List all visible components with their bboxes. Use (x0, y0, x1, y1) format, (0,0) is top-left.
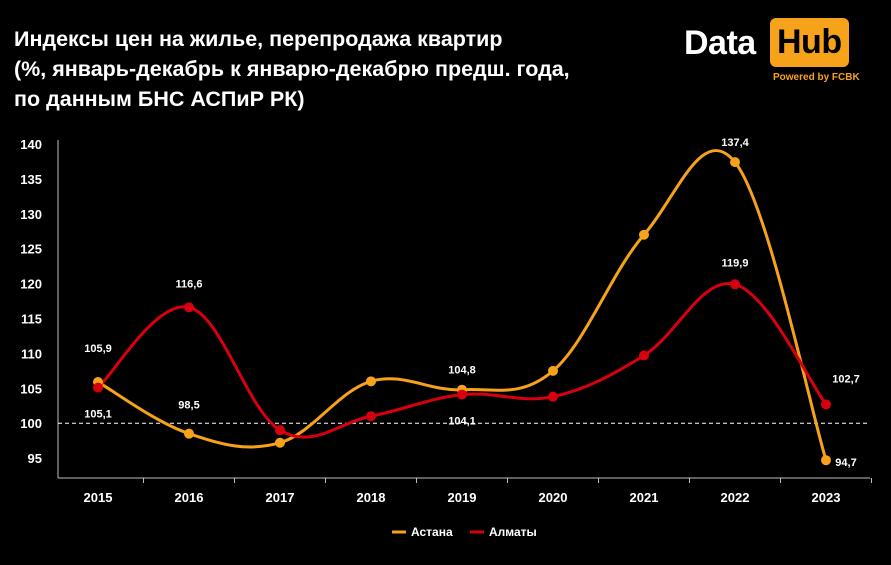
data-label-almaty: 102,7 (832, 373, 860, 385)
series-line-astana (97, 149, 828, 461)
datahub-logo: Data Hub Powered by FCBK (684, 18, 864, 88)
data-point-almaty (366, 411, 376, 422)
data-label-astana: 98,5 (178, 400, 199, 412)
y-tick-label: 100 (20, 416, 42, 431)
data-label-almaty: 104,1 (448, 416, 476, 428)
x-tick-label: 2015 (84, 490, 113, 505)
title-line-1: Индексы цен на жилье, перепродажа кварти… (14, 27, 503, 51)
title-line-2: (%, январь-декабрь к январю-декабрю пред… (14, 57, 570, 81)
chart-title: Индексы цен на жилье, перепродажа кварти… (14, 24, 654, 114)
data-point-almaty (639, 350, 649, 361)
y-tick-label: 110 (21, 346, 42, 361)
data-point-astana (639, 229, 649, 240)
legend-label: Астана (411, 525, 453, 539)
data-point-almaty (548, 391, 558, 402)
logo-powered-by: Powered by FCBK (773, 72, 860, 83)
y-tick-label: 125 (20, 242, 42, 257)
data-point-astana (275, 437, 285, 448)
data-point-almaty (93, 382, 103, 393)
y-tick-label: 140 (20, 137, 42, 152)
y-tick-label: 135 (20, 172, 42, 187)
data-point-astana (821, 455, 831, 466)
data-label-astana: 105,9 (84, 343, 112, 355)
data-point-almaty (275, 425, 285, 436)
data-label-astana: 137,4 (721, 137, 749, 149)
y-tick-label: 130 (20, 207, 42, 222)
data-label-astana: 104,8 (448, 365, 476, 377)
series-line-almaty (96, 281, 828, 439)
x-tick-label: 2021 (630, 490, 659, 505)
data-point-almaty (184, 302, 194, 313)
data-label-astana: 94,7 (835, 457, 856, 469)
y-tick-label: 95 (28, 451, 42, 466)
title-line-3: по данным БНС АСПиР РК) (14, 87, 305, 111)
data-point-astana (366, 376, 376, 387)
x-tick-label: 2018 (357, 490, 386, 505)
y-tick-label: 105 (20, 381, 42, 396)
data-point-astana (184, 428, 194, 439)
x-tick-label: 2019 (448, 490, 477, 505)
data-point-astana (730, 157, 740, 168)
x-tick-label: 2017 (266, 490, 295, 505)
data-point-astana (548, 365, 558, 376)
x-tick-label: 2016 (175, 490, 204, 505)
data-label-almaty: 116,6 (176, 278, 203, 290)
data-label-almaty: 105,1 (84, 409, 112, 421)
x-tick-label: 2023 (812, 490, 841, 505)
data-label-almaty: 119,9 (722, 257, 749, 269)
y-tick-label: 115 (21, 312, 42, 327)
data-point-almaty (821, 399, 831, 410)
y-tick-label: 120 (20, 277, 42, 292)
legend-label: Алматы (489, 525, 537, 539)
logo-hub-badge: Hub (770, 18, 849, 67)
data-point-almaty (730, 279, 740, 290)
data-point-almaty (457, 389, 467, 400)
logo-data-text: Data (684, 24, 756, 62)
x-tick-label: 2020 (539, 490, 568, 505)
x-tick-label: 2022 (721, 490, 750, 505)
